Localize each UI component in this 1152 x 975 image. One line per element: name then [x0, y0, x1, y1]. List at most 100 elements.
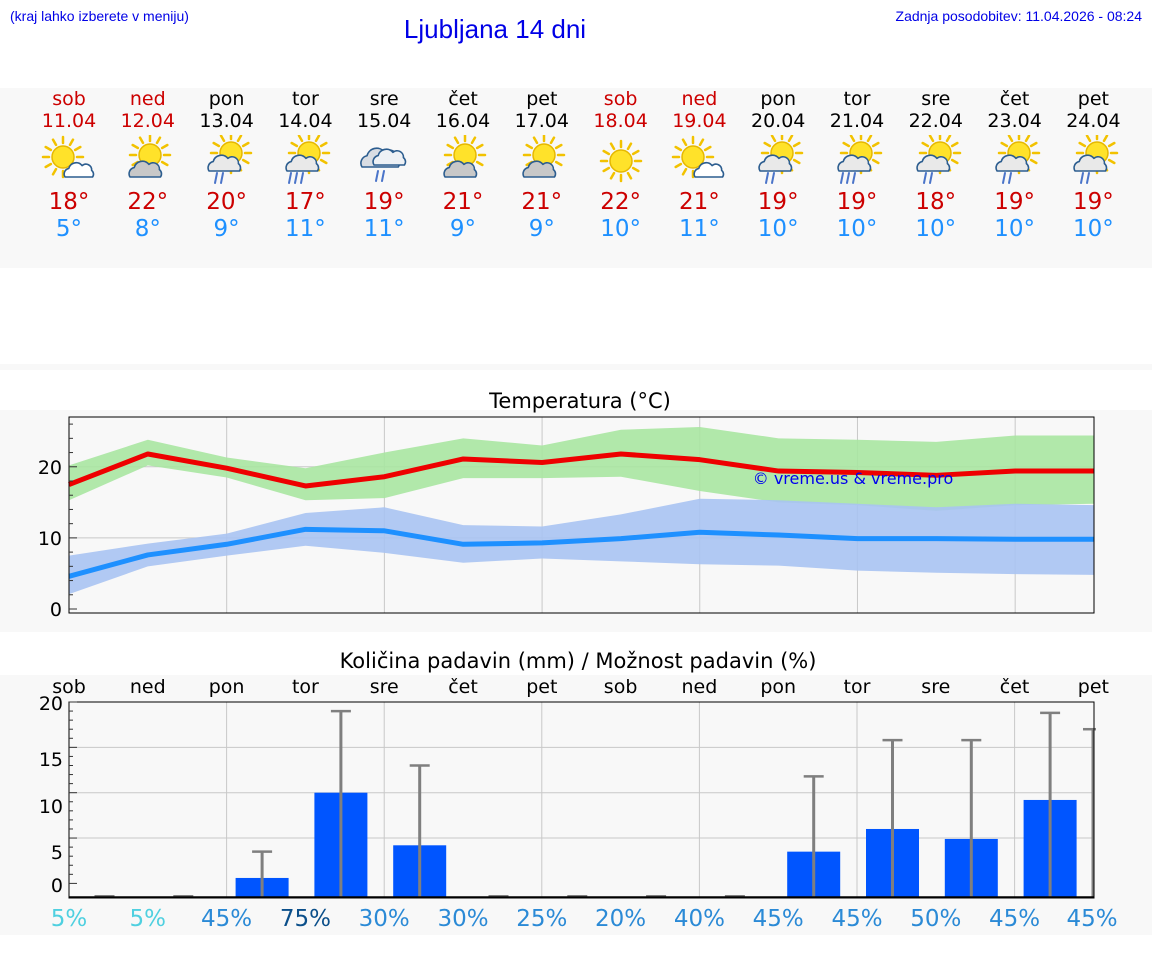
category-label: sob — [604, 676, 638, 698]
sun-light-clouds-icon — [672, 135, 725, 179]
precip-chance-label: 45% — [989, 906, 1040, 932]
temp-min: 10° — [915, 216, 957, 242]
sun-cloud-rain-icon — [994, 135, 1040, 184]
day-name: pon — [208, 88, 245, 110]
temp-max: 22° — [600, 189, 641, 215]
y-tick-label: 10 — [39, 796, 63, 818]
sun-cloud-rain-icon — [916, 135, 962, 184]
temp-min: 10° — [1073, 216, 1114, 242]
day-date: 12.04 — [120, 110, 175, 132]
temp-max: 21° — [442, 189, 484, 215]
min-range-band — [69, 498, 1094, 595]
precip-chance-label: 5% — [130, 906, 167, 932]
sun-cloud-rain-icon — [1073, 135, 1119, 184]
temp-max: 18° — [915, 189, 957, 215]
day-column: čet 16.04 21° 9° — [424, 88, 503, 243]
day-date: 15.04 — [356, 110, 412, 132]
precip-chance-label: 50% — [910, 906, 961, 932]
temp-max: 19° — [994, 189, 1035, 215]
temp-min: 11° — [285, 216, 326, 242]
temp-min: 9° — [528, 216, 555, 242]
day-column: tor 14.04 17° 11° — [266, 88, 345, 243]
temp-max: 20° — [206, 189, 247, 215]
day-date: 21.04 — [829, 110, 885, 132]
precip-chance-label: 45% — [1066, 906, 1117, 932]
precip-chance-label: 40% — [674, 906, 725, 932]
day-name: sre — [369, 88, 399, 110]
temp-min: 10° — [836, 216, 878, 242]
category-label: sre — [370, 676, 399, 698]
day-date: 16.04 — [435, 110, 491, 132]
temp-min: 9° — [449, 216, 477, 242]
divider-band — [0, 364, 1152, 370]
y-tick-label: 0 — [50, 599, 62, 620]
day-date: 23.04 — [987, 110, 1042, 132]
min-temp-line — [68, 526, 1094, 579]
temp-max: 22° — [127, 189, 169, 215]
day-date: 19.04 — [672, 110, 727, 132]
day-name: čet — [448, 88, 478, 110]
temp-min: 11° — [679, 216, 720, 242]
temp-min: 10° — [757, 216, 799, 242]
sun-gray-cloud-icon — [443, 135, 487, 178]
sun-gray-cloud-icon — [128, 135, 172, 178]
category-label: pon — [209, 676, 245, 698]
sun-gray-cloud-icon — [522, 135, 566, 178]
day-date: 14.04 — [278, 110, 333, 132]
category-label: sob — [52, 676, 86, 698]
day-column: tor 21.04 19° 10° — [818, 88, 897, 243]
category-label: čet — [448, 676, 478, 698]
day-column: sre 15.04 19° 11° — [345, 88, 424, 243]
daily-forecast-row: sob 11.04 18° 5° ned 12.04 22° 8° pon 13.04 20° 9° t… — [0, 88, 1152, 268]
precip-chance-label: 45% — [831, 906, 882, 932]
day-date: 24.04 — [1066, 110, 1121, 132]
day-column: pet 24.04 19° 10° — [1054, 88, 1133, 243]
day-date: 20.04 — [750, 110, 806, 132]
precip-chance-label: 5% — [51, 906, 88, 932]
day-date: 22.04 — [908, 110, 963, 132]
temp-max: 21° — [679, 189, 720, 215]
temperature-chart: Temperatura (°C) © vreme.us & vreme.pro … — [38, 389, 1095, 620]
page-title: Ljubljana 14 dni — [403, 14, 587, 44]
day-column: pon 20.04 19° 10° — [739, 88, 818, 243]
day-column: sre 22.04 18° 10° — [896, 88, 975, 243]
day-name: pon — [760, 88, 797, 110]
precip-chance-label: 30% — [437, 906, 488, 932]
temp-max: 19° — [836, 189, 878, 215]
y-tick-label: 5 — [51, 842, 63, 864]
day-date: 18.04 — [593, 110, 648, 132]
y-tick-label: 15 — [39, 749, 63, 771]
day-column: ned 12.04 22° 8° — [108, 88, 187, 243]
day-column: sob 18.04 22° 10° — [581, 88, 660, 243]
temp-max: 19° — [363, 189, 405, 215]
max-range-band — [69, 426, 1094, 511]
day-column: pet 17.04 21° 9° — [502, 88, 581, 243]
category-label: ned — [682, 676, 718, 698]
day-name: tor — [843, 88, 871, 110]
category-label: ned — [130, 676, 166, 698]
precip-chance-label: 75% — [280, 906, 331, 932]
precip-chance-label: 20% — [595, 906, 646, 932]
category-label: pet — [1078, 676, 1109, 698]
day-name: ned — [681, 88, 718, 110]
forecast-band — [0, 88, 1152, 268]
day-column: čet 23.04 19° 10° — [975, 88, 1054, 243]
category-label: čet — [1000, 676, 1030, 698]
y-tick-label: 0 — [51, 875, 63, 897]
day-column: ned 19.04 21° 11° — [660, 88, 739, 243]
precipitation-chart: Količina padavin (mm) / Možnost padavin … — [39, 649, 1118, 932]
y-tick-label: 20 — [38, 457, 62, 479]
sun-light-clouds-icon — [41, 135, 95, 179]
day-date: 11.04 — [41, 110, 97, 132]
day-column: pon 13.04 20° 9° — [187, 88, 266, 243]
temp-min: 9° — [213, 216, 240, 242]
temperature-chart-title: Temperatura (°C) — [488, 389, 671, 413]
temp-max: 17° — [285, 189, 326, 215]
day-date: 17.04 — [514, 110, 569, 132]
location-menu-hint[interactable]: (kraj lahko izberete v meniju) — [10, 8, 189, 24]
day-name: pet — [526, 88, 558, 110]
sun-cloud-rain-icon — [206, 135, 252, 184]
precip-chance-label: 45% — [753, 906, 804, 932]
precipitation-chart-title: Količina padavin (mm) / Možnost padavin … — [340, 649, 817, 673]
y-tick-label: 10 — [38, 528, 62, 550]
